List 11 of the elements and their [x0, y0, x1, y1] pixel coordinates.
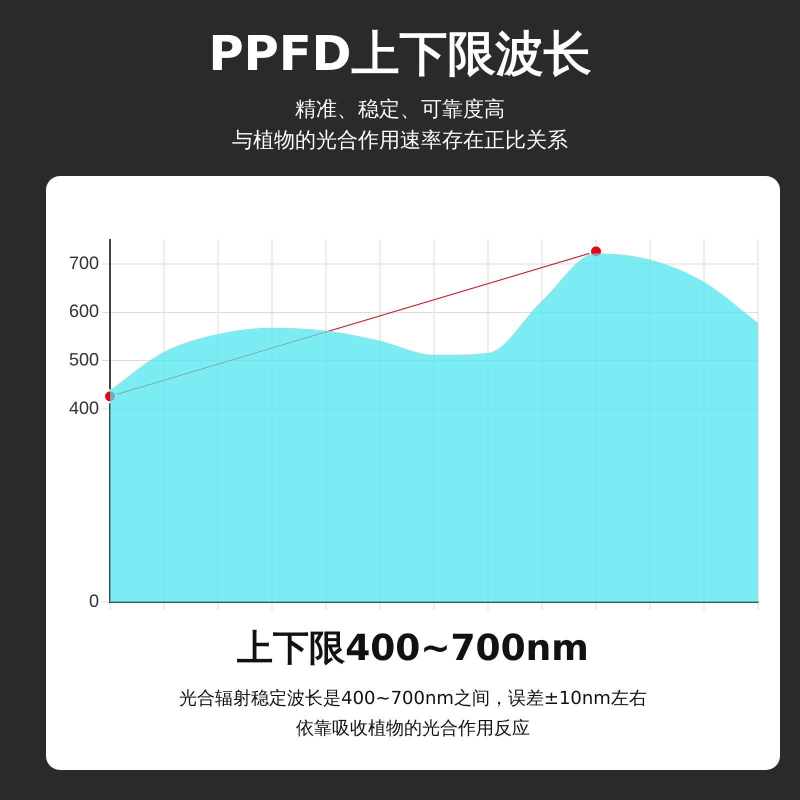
text: 与植物的光合作用速率存在正比关系 [231, 127, 569, 154]
chart-title: PPFD上下限波长 [208, 25, 592, 82]
y-tick-label: 0 [89, 591, 100, 612]
y-tick-label: 600 [68, 301, 100, 322]
y-tick-label: 500 [68, 350, 100, 370]
text: 光合辐射稳定波长是400~700nm之间，误差±10nm左右 [179, 688, 647, 709]
chart-subtitle: 精准、稳定、可靠度高 [294, 96, 506, 123]
text: 依靠吸收植物的光合作用反应 [296, 718, 530, 739]
y-tick-label: 700 [68, 252, 100, 273]
text: 上下限400~700nm [236, 627, 590, 671]
y-tick-label: 400 [68, 398, 100, 418]
